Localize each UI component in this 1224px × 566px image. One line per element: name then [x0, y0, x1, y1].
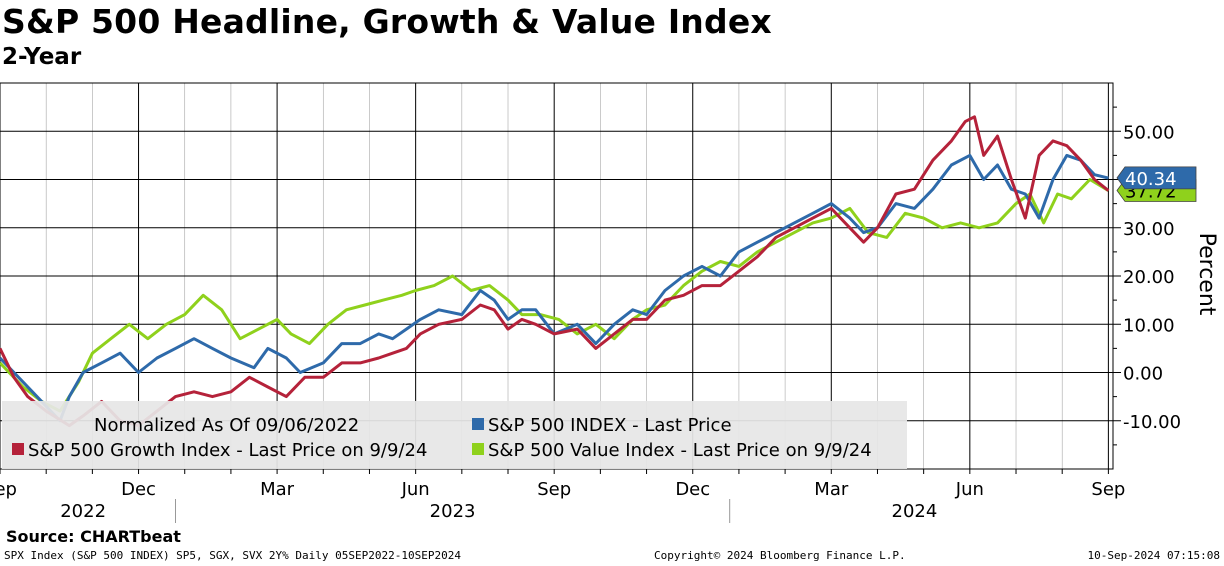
y-tick-label: 50.00 — [1123, 122, 1175, 143]
last-value-tag-1 — [1116, 166, 1197, 190]
y-tick-label: 0.00 — [1123, 364, 1163, 385]
legend-note: Normalized As Of 09/06/2022 — [94, 415, 359, 436]
legend-label-1: S&P 500 Growth Index - Last Price on 9/9… — [28, 440, 427, 461]
axes: -10.000.0010.0020.0030.0040.0050.00SepDe… — [0, 83, 1219, 523]
y-tick-label: -10.00 — [1123, 412, 1181, 433]
footer-timestamp: 10-Sep-2024 07:15:08 — [1087, 549, 1220, 562]
x-tick-label: Sep — [1091, 479, 1125, 500]
chart-subtitle: 2-Year — [2, 44, 82, 70]
x-tick-label: Dec — [675, 479, 710, 500]
last-value-label-1: 40.34 — [1125, 169, 1177, 190]
x-tick-label: Mar — [814, 479, 849, 500]
legend-box — [2, 401, 907, 469]
footer-ticker-info: SPX Index (S&P 500 INDEX) SP5, SGX, SVX … — [4, 549, 461, 562]
legend-swatch-0 — [472, 418, 484, 430]
y-axis-label: Percent — [1194, 233, 1219, 316]
y-tick-label: 20.00 — [1123, 267, 1175, 288]
series-line-0 — [0, 153, 1109, 423]
x-tick-label: Dec — [121, 479, 156, 500]
legend-label-2: S&P 500 Value Index - Last Price on 9/9/… — [488, 440, 872, 461]
series-line-1 — [0, 115, 1110, 428]
year-label: 2023 — [430, 501, 476, 522]
x-tick-label: Sep — [0, 479, 17, 500]
x-tick-label: Sep — [537, 479, 571, 500]
series-lines — [0, 115, 1110, 428]
source-note: Source: CHARTbeat — [6, 527, 181, 546]
y-tick-label: 30.00 — [1123, 219, 1175, 240]
chart-title: S&P 500 Headline, Growth & Value Index — [2, 2, 772, 41]
legend-label-0: S&P 500 INDEX - Last Price — [488, 415, 732, 436]
year-label: 2022 — [60, 501, 106, 522]
y-tick-label: 10.00 — [1123, 315, 1175, 336]
legend-swatch-1 — [12, 443, 24, 455]
x-tick-label: Mar — [260, 479, 295, 500]
year-label: 2024 — [892, 501, 938, 522]
legend: Normalized As Of 09/06/2022 S&P 500 INDEX… — [2, 401, 907, 469]
x-tick-label: Jun — [955, 479, 984, 500]
x-tick-label: Jun — [401, 479, 430, 500]
series-line-2 — [0, 178, 1110, 413]
footer-copyright: Copyright© 2024 Bloomberg Finance L.P. — [654, 549, 906, 562]
legend-swatch-2 — [472, 443, 484, 455]
